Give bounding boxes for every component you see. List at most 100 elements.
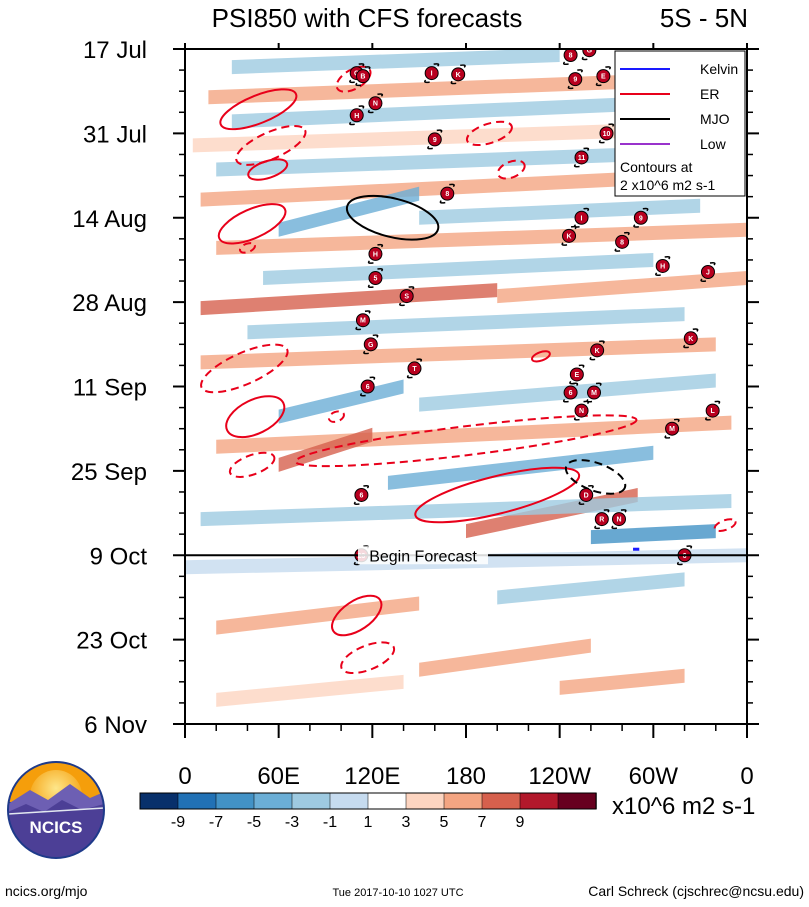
x-tick-label: 180: [446, 763, 486, 790]
forecast-start-label: Begin Forecast: [369, 548, 477, 565]
tc-marker: 6: [360, 376, 376, 397]
tc-marker-label: 9: [433, 137, 437, 144]
tc-marker: 10: [598, 123, 615, 144]
y-tick-label: 14 Aug: [72, 206, 147, 233]
tc-marker: T: [406, 358, 423, 379]
er-contour: [200, 343, 289, 394]
chart-title: PSI850 with CFS forecasts: [212, 3, 523, 33]
er-contour: [414, 466, 581, 524]
tc-marker: B: [355, 66, 371, 87]
tc-marker: N: [611, 509, 627, 530]
tc-marker: M: [355, 310, 371, 331]
anomaly-band: [247, 307, 685, 340]
colorbar-swatch: [215, 792, 255, 810]
anomaly-band: [231, 96, 654, 129]
tc-marker-label: N: [579, 408, 584, 415]
tc-marker: H: [655, 255, 671, 276]
anomaly-band: [387, 445, 654, 490]
tc-marker-label: N: [616, 517, 621, 524]
tc-marker: K: [450, 64, 466, 85]
tc-marker-label: 6: [359, 492, 363, 499]
colorbar-swatch: [481, 792, 521, 810]
mjo-contour: [564, 459, 627, 495]
tc-marker-label: K: [567, 233, 572, 240]
tc-marker-label: S: [404, 294, 409, 301]
er-contour: [217, 203, 287, 245]
tc-marker: 11: [573, 147, 590, 168]
colorbar-tick-label: -5: [247, 814, 261, 831]
y-tick-label: 28 Aug: [72, 290, 147, 317]
tc-marker: L: [705, 400, 721, 421]
legend-note-line2: 2 x10^6 m2 s-1: [620, 177, 715, 193]
forecast-label-background: [358, 546, 488, 565]
tc-marker-label: G: [587, 48, 593, 55]
tc-marker: K: [561, 225, 577, 246]
colorbar-tick-label: -1: [323, 814, 337, 831]
footer-author: Carl Schreck (cjschrec@ncsu.edu): [588, 883, 804, 899]
anomaly-band: [263, 252, 654, 286]
x-tick-label: 0: [740, 763, 753, 790]
colorbar-swatch: [519, 792, 559, 810]
tc-marker-label: 9: [573, 77, 577, 84]
colorbar: -9 -7 -5 -3 -1 1 3 5 7 9 x10^6 m2 s-1: [139, 792, 755, 831]
anomaly-band: [216, 596, 420, 635]
anomaly-band: [216, 222, 747, 255]
tc-marker-label: E: [601, 74, 606, 81]
x-tick-label: 60E: [257, 763, 300, 790]
y-tick-label: 23 Oct: [76, 628, 147, 655]
tc-marker-label: J: [706, 269, 710, 276]
tc-marker: J: [700, 261, 716, 282]
tc-marker: 9: [567, 69, 583, 90]
tc-marker: N: [573, 400, 590, 421]
tc-marker: S: [399, 286, 415, 307]
tc-marker: K: [683, 328, 699, 349]
er-contour: [228, 451, 276, 478]
anomaly-band: [278, 186, 420, 237]
colorbar-swatches: [139, 792, 597, 810]
anomaly-band: [231, 49, 560, 75]
x-tick-label: 0: [178, 763, 191, 790]
anomaly-band: [590, 524, 716, 545]
anomaly-band: [192, 120, 732, 153]
anomaly-band: [200, 337, 716, 370]
colorbar-swatch: [177, 792, 217, 810]
y-tick-label: 31 Jul: [83, 121, 147, 148]
legend-box: [614, 50, 746, 197]
er-contour: [465, 120, 513, 147]
tc-marker-label: M: [591, 390, 597, 397]
tc-marker-label: 10: [603, 131, 611, 138]
tc-marker: 8: [562, 49, 578, 66]
legend-label-low: Low: [700, 136, 727, 152]
tc-marker-label: T: [412, 366, 417, 373]
x-tick-label: 60W: [629, 763, 679, 790]
tc-marker-label: H: [373, 251, 378, 258]
wave-legend: Kelvin ER MJO Low Contours at 2 x10^6 m2…: [614, 50, 746, 197]
tc-marker-label: G: [368, 342, 374, 349]
tc-marker: 5: [367, 268, 384, 289]
tc-marker: 8: [614, 231, 630, 252]
tc-marker: 8: [439, 183, 455, 204]
er-contour: [238, 242, 256, 254]
tc-marker: G: [581, 48, 597, 61]
colorbar-tick-label: 5: [440, 814, 449, 831]
y-tick-label: 9 Oct: [90, 543, 148, 570]
colorbar-labels: -9 -7 -5 -3 -1 1 3 5 7 9: [171, 814, 525, 831]
tc-marker: M: [664, 418, 680, 439]
tc-marker: K: [589, 340, 605, 361]
footer-site-link[interactable]: ncics.org/mjo: [5, 883, 88, 899]
legend-note-line1: Contours at: [620, 159, 692, 175]
tc-marker-label: 8: [445, 191, 449, 198]
tc-marker-label: H: [354, 113, 359, 120]
anomaly-band: [419, 638, 591, 677]
tc-marker-label: M: [360, 318, 366, 325]
tc-marker-label: 11: [578, 155, 586, 162]
tc-marker: R: [594, 509, 610, 530]
tc-marker-label: H: [660, 263, 665, 270]
er-contour: [225, 395, 286, 439]
tc-marker: I: [573, 207, 590, 228]
er-contour: [335, 65, 372, 93]
colorbar-unit-label: x10^6 m2 s-1: [612, 793, 755, 820]
tc-marker-label: K: [595, 348, 600, 355]
colorbar-tick-label: -7: [209, 814, 223, 831]
